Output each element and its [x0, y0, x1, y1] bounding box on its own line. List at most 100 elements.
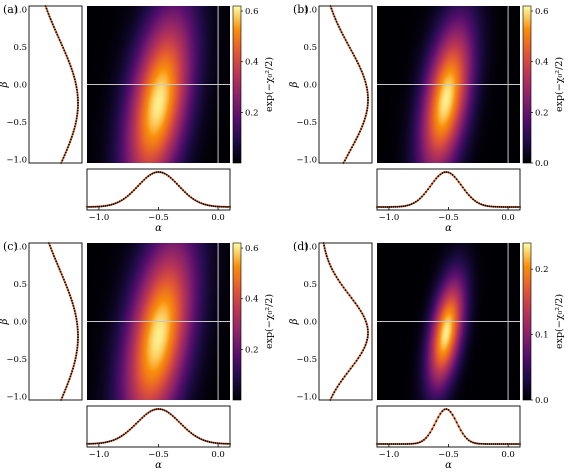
- beta-profile-point: [329, 399, 332, 401]
- alpha-profile-point: [451, 413, 454, 416]
- beta-tick-label: −1.0: [6, 392, 27, 402]
- beta-profile-point: [49, 18, 52, 20]
- beta-tick-label: −1.0: [296, 392, 317, 402]
- alpha-profile-point: [220, 205, 223, 208]
- alpha-profile-point: [472, 198, 474, 201]
- beta-profile-point: [72, 130, 75, 133]
- beta-profile-point: [63, 278, 65, 281]
- beta-profile-point: [324, 249, 327, 252]
- alpha-profile-point: [465, 191, 468, 194]
- beta-profile-point: [342, 33, 344, 36]
- alpha-profile-point: [508, 206, 511, 208]
- alpha-profile-point: [400, 443, 403, 445]
- alpha-tick-label: −0.5: [438, 450, 459, 460]
- alpha-profile-point: [445, 408, 448, 410]
- beta-profile-point: [70, 135, 73, 138]
- beta-profile-point: [72, 73, 75, 75]
- beta-profile-frame: [318, 5, 373, 164]
- beta-profile-point: [359, 310, 362, 312]
- alpha-profile-point: [222, 205, 225, 208]
- beta-profile-point: [366, 336, 369, 339]
- alpha-profile-point: [490, 443, 493, 445]
- beta-profile-point: [68, 62, 71, 65]
- alpha-profile-point: [517, 206, 519, 208]
- beta-profile-point: [73, 362, 76, 365]
- alpha-profile-point: [94, 205, 97, 208]
- colorbar-tick-label: 0.0: [535, 159, 549, 169]
- alpha-profile-point: [131, 426, 133, 429]
- alpha-profile-point: [400, 205, 403, 208]
- beta-profile-point: [58, 39, 61, 41]
- alpha-profile-point: [114, 438, 117, 441]
- beta-profile-point: [70, 138, 72, 141]
- alpha-profile-point: [155, 171, 158, 174]
- beta-profile-point: [49, 247, 52, 250]
- alpha-profile-point: [129, 193, 131, 195]
- beta-profile-point: [69, 294, 71, 297]
- beta-profile-point: [57, 36, 60, 39]
- beta-profile-point: [332, 270, 335, 273]
- beta-profile-point: [76, 107, 79, 109]
- alpha-profile-point: [137, 185, 139, 187]
- beta-profile-point: [364, 344, 367, 346]
- colorbar-label: exp(−χ₀²/2): [264, 57, 275, 112]
- beta-profile-point: [76, 323, 79, 326]
- beta-profile-point: [334, 18, 337, 20]
- beta-profile-point: [67, 289, 69, 291]
- beta-profile-point: [343, 36, 346, 39]
- beta-profile-point: [346, 154, 349, 157]
- colorbar-label: exp(−χ₀²/2): [554, 294, 565, 349]
- beta-profile-point: [61, 276, 64, 278]
- beta-profile-point: [64, 52, 67, 54]
- beta-profile-point: [358, 65, 361, 68]
- beta-profile-point: [365, 323, 368, 326]
- beta-profile-point: [355, 138, 357, 141]
- beta-profile-point: [75, 317, 78, 320]
- colorbar-tick-label: 0.2: [535, 265, 549, 275]
- alpha-profile-point: [218, 442, 221, 445]
- alpha-profile-point: [396, 443, 399, 445]
- alpha-profile-point: [204, 203, 207, 206]
- beta-profile-point: [75, 352, 78, 354]
- alpha-profile-point: [492, 443, 495, 445]
- alpha-profile-point: [192, 433, 195, 436]
- alpha-profile-point: [431, 428, 434, 430]
- beta-profile-point: [61, 159, 64, 162]
- beta-axis-label: β: [289, 81, 300, 88]
- alpha-profile-point: [468, 439, 470, 442]
- alpha-profile-point: [437, 175, 440, 178]
- beta-profile-point: [73, 307, 75, 310]
- panel-label: (b): [293, 3, 309, 16]
- colorbar-label: exp(−χ₀²/2): [264, 294, 275, 349]
- alpha-profile-point: [394, 443, 397, 445]
- beta-profile-point: [330, 7, 333, 10]
- beta-profile-point: [353, 141, 356, 143]
- alpha-profile-point: [476, 442, 478, 445]
- alpha-profile-point: [380, 443, 382, 445]
- beta-profile-point: [76, 96, 79, 99]
- beta-profile-point: [53, 255, 55, 257]
- beta-profile-point: [361, 73, 364, 75]
- beta-profile-point: [52, 252, 54, 255]
- alpha-profile-point: [502, 206, 505, 208]
- alpha-profile-point: [178, 185, 180, 187]
- beta-profile-point: [357, 357, 360, 360]
- beta-profile-point: [335, 20, 338, 23]
- beta-profile-point: [334, 273, 336, 276]
- alpha-profile-point: [380, 206, 382, 208]
- alpha-profile-point: [433, 180, 436, 182]
- panel-label: (c): [3, 240, 18, 253]
- beta-profile-point: [59, 41, 62, 44]
- alpha-profile-point: [421, 440, 423, 443]
- alpha-profile-point: [486, 205, 489, 207]
- alpha-profile-point: [500, 443, 503, 445]
- beta-profile-point: [74, 357, 77, 360]
- beta-profile-point: [70, 372, 73, 375]
- beta-tick-label: −0.5: [6, 355, 27, 365]
- alpha-profile-point: [208, 441, 211, 443]
- beta-profile-point: [366, 325, 369, 328]
- alpha-profile-point: [137, 420, 139, 423]
- alpha-profile-point: [122, 198, 125, 200]
- alpha-profile-point: [455, 421, 458, 424]
- colorbar: [522, 5, 532, 164]
